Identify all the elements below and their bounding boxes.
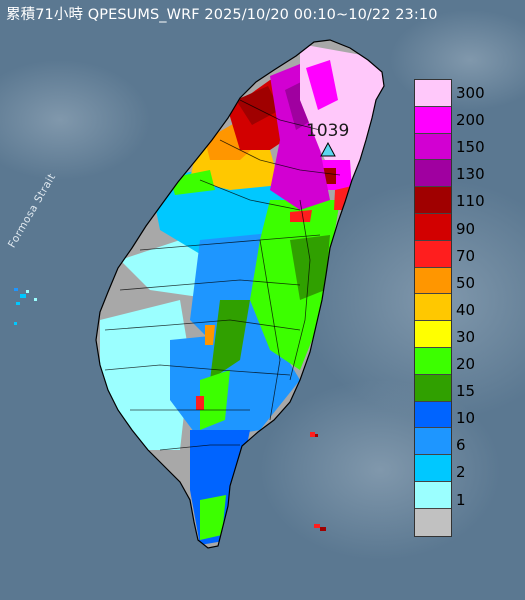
legend-swatch <box>415 267 451 295</box>
legend-swatch <box>415 160 451 188</box>
legend-swatch <box>415 347 451 375</box>
legend-label: 2 <box>456 463 466 482</box>
legend-label: 130 <box>456 165 485 184</box>
legend-swatch <box>415 321 451 348</box>
legend-swatch <box>415 80 451 107</box>
legend-label: 50 <box>456 273 476 292</box>
legend-swatch <box>415 240 451 268</box>
legend-label: 40 <box>456 300 476 319</box>
cloud-patch <box>0 60 150 180</box>
legend-swatch <box>415 481 451 509</box>
legend-swatch <box>415 401 451 429</box>
legend-swatch <box>415 133 451 161</box>
legend-label: 70 <box>456 246 476 265</box>
legend-label: 150 <box>456 138 485 157</box>
legend-label: 30 <box>456 327 476 346</box>
legend-label: 110 <box>456 192 485 211</box>
offshore-rain-specks <box>14 288 326 531</box>
station-label: 1039 <box>306 121 350 141</box>
cloud-patch <box>300 180 525 420</box>
legend-swatch <box>415 106 451 134</box>
legend-swatch <box>415 187 451 214</box>
legend-swatch <box>415 428 451 456</box>
legend-label: 200 <box>456 111 485 130</box>
legend-label: 6 <box>456 436 466 455</box>
legend-swatch <box>415 294 451 322</box>
legend-label: 90 <box>456 219 476 238</box>
legend-label: 20 <box>456 355 476 373</box>
taiwan-island <box>95 39 385 549</box>
legend-swatch <box>415 508 451 536</box>
legend-swatch <box>415 213 451 241</box>
legend-swatch <box>415 374 451 402</box>
map-title: 累積71小時 QPESUMS_WRF 2025/10/20 00:10~10/2… <box>6 7 438 23</box>
legend-label: 15 <box>456 382 476 401</box>
legend-label: 300 <box>456 84 485 102</box>
legend-label: 10 <box>456 409 476 428</box>
legend-colorbar <box>414 79 452 537</box>
legend-swatch <box>415 455 451 482</box>
legend-label: 1 <box>456 490 466 509</box>
station-triangle-icon <box>320 141 336 157</box>
